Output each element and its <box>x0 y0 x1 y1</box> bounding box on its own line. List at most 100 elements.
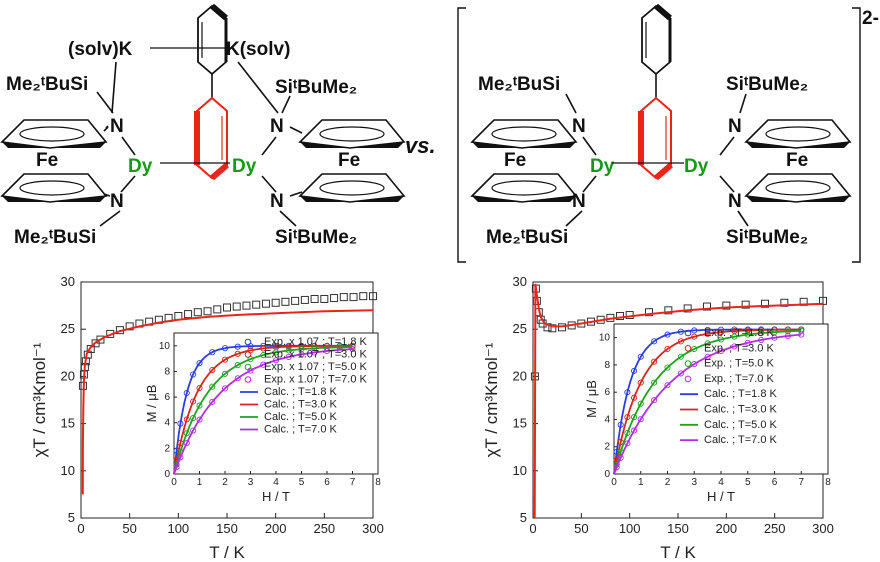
inset-x-tick-label: 6 <box>772 477 778 488</box>
exp-data-point <box>281 297 290 306</box>
inset-exp-point <box>624 414 631 421</box>
inset-x-axis-label: H / T <box>262 489 290 504</box>
exp-data-point <box>193 308 202 317</box>
inset-exp-point <box>691 327 698 334</box>
inset-exp-point <box>617 421 624 428</box>
inset-exp-point <box>349 346 356 353</box>
exp-data-point <box>703 302 711 311</box>
charge-label: 2- <box>862 8 879 29</box>
inset-exp-point <box>617 454 624 461</box>
x-tick-label: 100 <box>167 521 189 536</box>
x-tick-label: 200 <box>265 521 287 536</box>
left-n-atom: N <box>110 191 124 212</box>
inset-x-tick-label: 8 <box>375 477 381 488</box>
inset-exp-point <box>784 332 791 340</box>
inset-frame <box>613 323 829 475</box>
y-tick-label: 15 <box>61 416 75 431</box>
left-si-bottom-left: Me₂ᵗBuSi <box>14 227 96 248</box>
inset-exp-point <box>651 397 658 404</box>
inset-y-tick-label: 4 <box>164 418 170 429</box>
inset-exp-point <box>173 464 180 471</box>
inset-calc-curve <box>173 345 353 475</box>
legend-marker <box>684 329 692 337</box>
inset-exp-point <box>234 343 241 350</box>
exp-data-point <box>339 293 348 302</box>
inset-exp-point <box>234 362 241 369</box>
inset-y-tick-label: 0 <box>164 469 170 480</box>
inset-x-tick-label: 4 <box>718 477 724 488</box>
inset-exp-point <box>798 327 805 334</box>
inset-y-tick-label: 10 <box>159 341 171 352</box>
inset-x-tick-label: 2 <box>222 477 228 488</box>
inset-exp-point <box>677 328 684 335</box>
inset-exp-point <box>234 350 241 357</box>
x-tick-label: 200 <box>715 521 737 536</box>
inset-exp-point <box>731 333 738 340</box>
left-top-phenyl-ring <box>197 3 228 98</box>
inset-exp-point <box>731 343 738 350</box>
inset-exp-point <box>677 338 684 345</box>
inset-x-tick-label: 7 <box>798 477 804 488</box>
exp-data-point <box>683 304 692 313</box>
inset-exp-point <box>221 385 229 392</box>
exp-data-point <box>359 292 368 301</box>
exp-data-point <box>261 299 270 308</box>
inset-exp-point <box>631 414 638 421</box>
inset-x-tick-label: 5 <box>745 477 751 488</box>
x-tick-label: 300 <box>812 521 834 536</box>
inset-exp-point <box>637 416 644 423</box>
exp-data-point <box>369 292 377 301</box>
inset-exp-point <box>631 367 638 374</box>
inset-exp-point <box>183 389 190 397</box>
right-si-bottom-left: Me₂ᵗBuSi <box>486 227 568 248</box>
inset-exp-point <box>196 416 203 423</box>
exp-data-point <box>320 294 329 303</box>
left-fe-atom-left: Fe <box>36 150 58 171</box>
inset-exp-point <box>664 364 671 371</box>
inset-exp-point <box>624 429 631 437</box>
inset-exp-point <box>221 345 229 352</box>
legend-entry: Calc. ; T=1.8 K <box>264 386 338 398</box>
y-tick-label: 25 <box>61 321 75 336</box>
inset-exp-point <box>336 346 343 353</box>
inset-x-tick-label: 5 <box>299 477 305 488</box>
right-cp-ring <box>470 119 578 203</box>
right-red-phenylene-ring <box>638 96 673 181</box>
left-si-bottom-right: SiᵗBuMe₂ <box>275 227 357 248</box>
inset-exp-point <box>285 343 292 350</box>
inset-exp-point <box>717 329 725 336</box>
inset-x-tick-label: 4 <box>273 477 279 488</box>
inset-calc-curve <box>173 346 353 475</box>
right-n-atom: N <box>728 116 742 137</box>
inset-exp-point <box>717 336 725 343</box>
right-fe-atom-right: Fe <box>786 150 808 171</box>
exp-data-point <box>664 306 673 315</box>
right-structure: 2- Me₂ᵗBuSi SiᵗBuMe₂ Me₂ᵗBuSi SiᵗBuMe₂ <box>457 3 879 263</box>
inset-exp-point <box>744 327 751 334</box>
x-axis-label: T / K <box>209 543 245 562</box>
exp-data-point <box>349 293 358 302</box>
inset-calc-curve <box>173 348 353 475</box>
inset-exp-point <box>234 375 241 382</box>
inset-exp-point <box>798 331 805 338</box>
inset-y-tick-label: 6 <box>604 387 610 398</box>
exp-data-point <box>213 305 222 314</box>
legend-entry: Exp. x 1.07 ; T=3.0 K <box>264 349 367 361</box>
inset-exp-point <box>771 334 778 341</box>
y-tick-label: 15 <box>513 416 527 431</box>
inset-y-tick-label: 8 <box>604 360 610 371</box>
magnetization-inset: 0 1 2 3 4 5 6 7 8 0 2 4 6 8 10 H / T M / μB Exp. ; T=1.8 … <box>584 323 831 504</box>
inset-exp-point <box>637 379 644 386</box>
inset-exp-point <box>717 347 725 355</box>
inset-exp-point <box>704 353 711 360</box>
right-si-bottom-right: SiᵗBuMe₂ <box>726 227 808 248</box>
left-red-phenylene-ring <box>194 96 229 181</box>
legend-marker <box>684 360 692 367</box>
inset-exp-point <box>677 353 684 360</box>
legend-entry: Calc. ; T=1.8 K <box>704 388 778 400</box>
calc-fit-line <box>81 309 374 495</box>
right-bonds <box>565 93 749 227</box>
inset-exp-point <box>311 345 318 352</box>
inset-exp-point <box>209 398 216 405</box>
